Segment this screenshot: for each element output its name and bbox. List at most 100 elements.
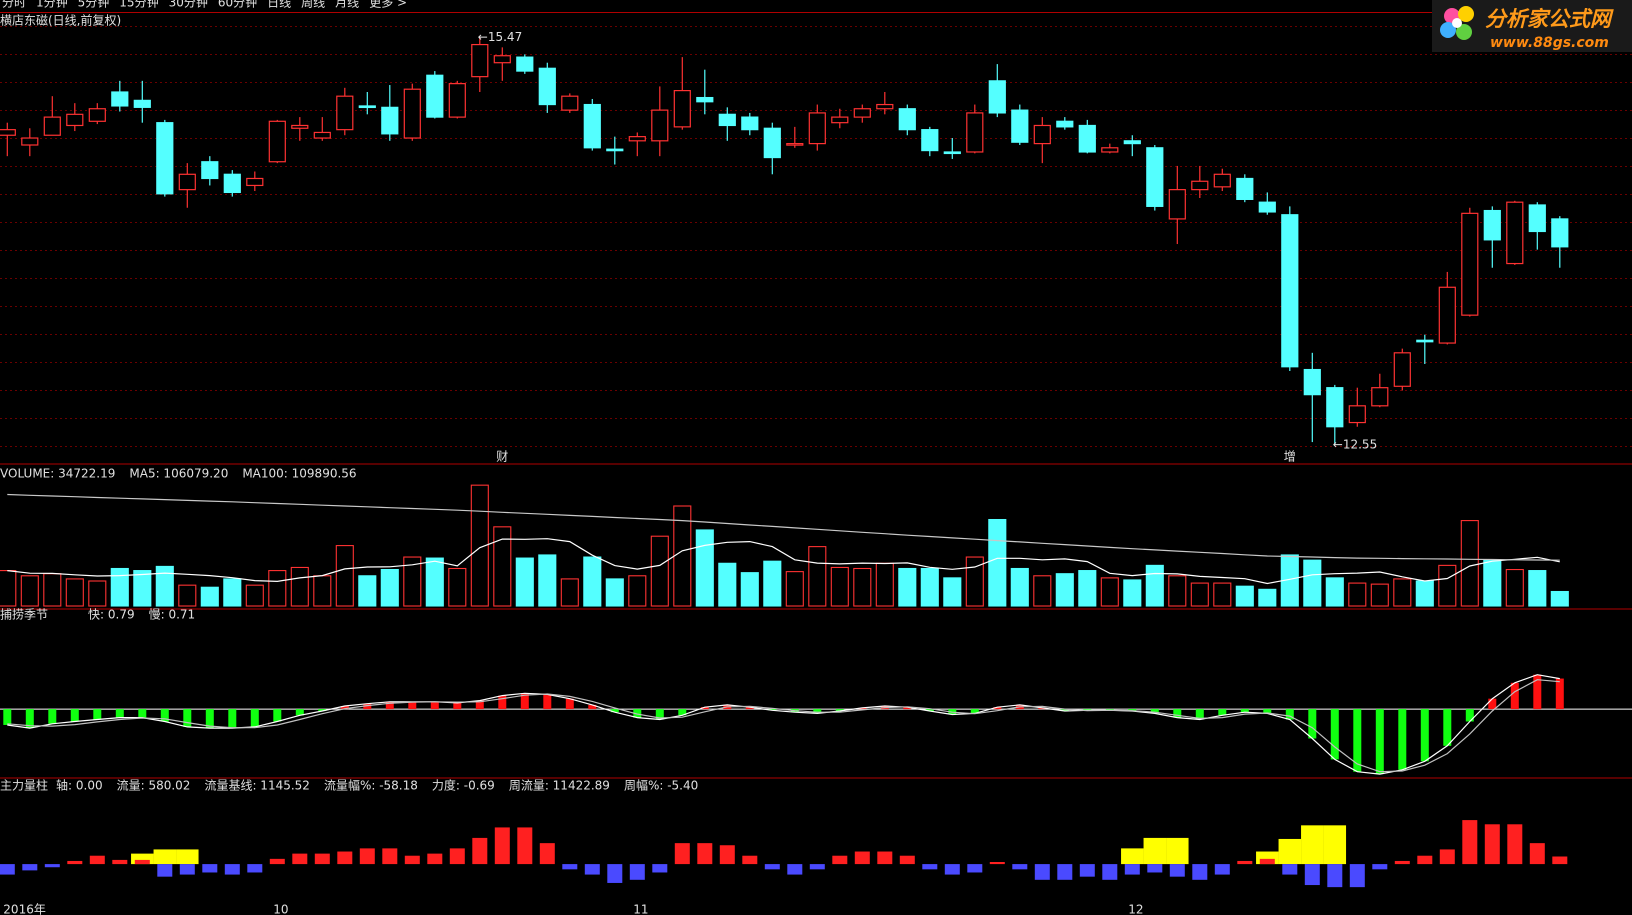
logo-petal: [1440, 22, 1456, 38]
candle-body: [426, 74, 444, 118]
oscillator-bar: [138, 709, 147, 718]
volume-bar: [583, 556, 602, 607]
candle-body: [336, 95, 354, 131]
candle-body: [223, 173, 241, 194]
oscillator-bar: [453, 702, 462, 710]
candle-body: [448, 83, 466, 118]
event-label: 财: [496, 450, 508, 464]
volume-bar: [1550, 590, 1569, 607]
volume-bar: [245, 584, 264, 607]
volume-bar: [1258, 588, 1277, 607]
candle-body: [1168, 189, 1186, 220]
toolbar-item[interactable]: 分时: [2, 0, 26, 10]
candle-body: [178, 173, 196, 191]
volume-bar: [1483, 559, 1502, 607]
flow-bar: [247, 864, 263, 873]
flow-bar: [112, 859, 128, 865]
flow-bar: [134, 859, 150, 865]
oscillator-bar: [48, 709, 57, 724]
candle-body: [493, 55, 511, 64]
x-tick-label: 11: [633, 903, 648, 915]
flow-bar: [832, 855, 848, 865]
volume-bar: [785, 571, 804, 607]
candle-body: [1011, 109, 1029, 143]
candle-body: [763, 127, 781, 159]
oscillator-bar: [3, 709, 12, 725]
volume-bar: [943, 577, 962, 607]
logo-petal: [1456, 24, 1472, 40]
flow-bar: [877, 851, 893, 865]
candle-body: [1258, 201, 1276, 213]
flow-bar: [1372, 864, 1388, 870]
candle-body: [1123, 140, 1141, 145]
candle-body: [1191, 180, 1209, 191]
watermark: 分析家公式网 www.88gs.com: [1432, 0, 1632, 52]
oscillator-bar: [970, 709, 979, 714]
toolbar-item[interactable]: 日线: [267, 0, 291, 10]
volume-bar: [1235, 585, 1254, 607]
oscillator-bar: [768, 709, 777, 711]
toolbar-item[interactable]: 15分钟: [119, 0, 158, 10]
oscillator-bar: [430, 701, 439, 710]
toolbar-item[interactable]: 60分钟: [218, 0, 257, 10]
flow-bar: [1237, 860, 1253, 865]
oscillator-bar: [93, 709, 102, 720]
flow-bar: [472, 837, 488, 865]
max-label: ←15.47: [478, 30, 522, 44]
toolbar-item[interactable]: 5分钟: [78, 0, 110, 10]
oscillator-bar: [183, 709, 192, 727]
toolbar-item[interactable]: 30分钟: [169, 0, 208, 10]
oscillator-bar: [1510, 682, 1519, 710]
oscillator-bar: [340, 706, 349, 710]
flow-bar: [1214, 864, 1230, 875]
flow-bar: [359, 848, 375, 865]
volume-bar: [763, 560, 782, 607]
flow-bar: [1417, 855, 1433, 865]
candle-body: [628, 136, 646, 142]
oscillator-bar: [318, 709, 327, 712]
x-tick-label: 2016年: [3, 903, 46, 915]
volume-bar: [1393, 578, 1412, 607]
candle-body: [1506, 201, 1524, 265]
candle-body: [1371, 387, 1389, 407]
candle-body: [1146, 147, 1164, 207]
flow-bar: [742, 855, 758, 865]
candle-body: [1483, 209, 1501, 241]
flow-bar: [1012, 864, 1028, 870]
oscillator-bar: [250, 709, 259, 727]
watermark-title: 分析家公式网: [1485, 7, 1614, 31]
volume-bar: [380, 568, 399, 607]
candle-body: [831, 116, 849, 124]
toolbar-item[interactable]: 周线: [301, 0, 325, 10]
candle-body: [808, 112, 826, 145]
oscillator-bar: [498, 695, 507, 710]
volume-bar: [898, 567, 917, 607]
candle-body: [853, 108, 871, 118]
flow-bar: [1147, 864, 1163, 873]
volume-bar: [335, 545, 354, 607]
highlight-bar: [1143, 837, 1167, 865]
flow-bar: [382, 848, 398, 865]
candle-body: [988, 80, 1006, 114]
flow-bar: [922, 864, 938, 870]
toolbar-item[interactable]: 1分钟: [36, 0, 68, 10]
watermark-url: www.88gs.com: [1490, 35, 1609, 51]
candle-body: [1416, 339, 1434, 343]
oscillator-bar: [1443, 709, 1452, 746]
toolbar-item[interactable]: 更多 >: [369, 0, 407, 10]
flow-bar: [1529, 843, 1545, 865]
oscillator-bar: [678, 709, 687, 716]
event-label: 增: [1284, 450, 1296, 464]
oscillator-bar: [1488, 698, 1497, 710]
flow-bar: [337, 851, 353, 865]
oscillator-bar: [1353, 709, 1362, 772]
fast-line: [7, 674, 1560, 775]
candle-body: [1078, 124, 1096, 153]
oscillator-bar: [543, 694, 552, 710]
highlight-bar: [1121, 848, 1144, 865]
oscillator-bar: [1195, 709, 1204, 720]
volume-bar: [200, 586, 219, 607]
toolbar-item[interactable]: 月线: [335, 0, 359, 10]
oscillator-bar: [363, 703, 372, 710]
